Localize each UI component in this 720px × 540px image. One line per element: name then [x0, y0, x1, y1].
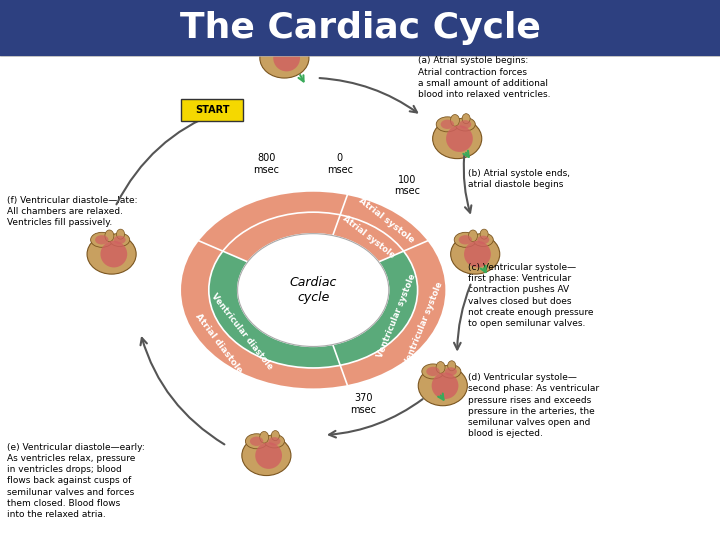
Ellipse shape	[426, 367, 440, 376]
Ellipse shape	[256, 442, 282, 469]
Ellipse shape	[274, 45, 300, 71]
Ellipse shape	[473, 233, 493, 246]
FancyBboxPatch shape	[0, 0, 720, 56]
Ellipse shape	[441, 364, 461, 378]
Ellipse shape	[246, 434, 268, 449]
Ellipse shape	[477, 235, 490, 244]
Ellipse shape	[455, 118, 475, 131]
Text: START: START	[195, 105, 230, 115]
Text: (a) Atrial systole begins:
Atrial contraction forces
a small amount of additiona: (a) Atrial systole begins: Atrial contra…	[418, 56, 550, 99]
Text: Cardiac
cycle: Cardiac cycle	[289, 276, 337, 304]
Ellipse shape	[433, 119, 482, 159]
Ellipse shape	[264, 36, 286, 51]
Ellipse shape	[271, 430, 279, 441]
Text: Ventricular diastole: Ventricular diastole	[210, 292, 275, 371]
Text: 370
msec: 370 msec	[351, 393, 377, 415]
Ellipse shape	[418, 366, 467, 406]
Ellipse shape	[446, 125, 473, 152]
Ellipse shape	[459, 120, 472, 129]
Text: (e) Ventricular diastole—early:
As ventricles relax, pressure
in ventricles drop: (e) Ventricular diastole—early: As ventr…	[7, 443, 145, 519]
Text: (d) Ventricular systole—
second phase: As ventricular
pressure rises and exceeds: (d) Ventricular systole— second phase: A…	[468, 373, 599, 438]
Ellipse shape	[287, 39, 299, 48]
Ellipse shape	[260, 38, 309, 78]
Ellipse shape	[91, 232, 113, 247]
Wedge shape	[333, 251, 418, 365]
Text: Ventricular systole: Ventricular systole	[402, 280, 444, 367]
Ellipse shape	[451, 114, 459, 126]
Wedge shape	[222, 212, 341, 262]
Ellipse shape	[445, 367, 457, 376]
Ellipse shape	[268, 39, 282, 49]
Text: The Cardiac Cycle: The Cardiac Cycle	[179, 11, 541, 45]
Ellipse shape	[454, 232, 477, 247]
Ellipse shape	[289, 33, 297, 43]
Ellipse shape	[448, 361, 456, 371]
Ellipse shape	[117, 229, 125, 239]
Ellipse shape	[105, 230, 114, 241]
Text: 0
msec: 0 msec	[327, 153, 353, 174]
Text: Ventricular systole: Ventricular systole	[376, 272, 418, 359]
Ellipse shape	[109, 233, 130, 246]
Ellipse shape	[464, 241, 491, 267]
Ellipse shape	[451, 234, 500, 274]
Text: (c) Ventricular systole—
first phase: Ventricular
contraction pushes AV
valves c: (c) Ventricular systole— first phase: Ve…	[468, 263, 593, 328]
Ellipse shape	[269, 437, 281, 445]
Ellipse shape	[436, 362, 445, 373]
Ellipse shape	[242, 436, 291, 476]
Ellipse shape	[480, 229, 488, 239]
Wedge shape	[180, 191, 446, 389]
Ellipse shape	[264, 435, 284, 448]
Ellipse shape	[114, 235, 126, 244]
Ellipse shape	[422, 364, 444, 379]
Text: (b) Atrial systole ends,
atrial diastole begins: (b) Atrial systole ends, atrial diastole…	[468, 169, 570, 190]
Text: Atrial diastole: Atrial diastole	[193, 312, 243, 375]
Ellipse shape	[459, 235, 472, 245]
Ellipse shape	[278, 34, 287, 45]
Circle shape	[238, 234, 389, 347]
Text: Atrial systole: Atrial systole	[341, 214, 396, 260]
Ellipse shape	[469, 230, 477, 241]
Ellipse shape	[250, 436, 264, 446]
FancyBboxPatch shape	[181, 99, 243, 122]
Wedge shape	[209, 251, 341, 368]
Ellipse shape	[95, 235, 109, 245]
Ellipse shape	[282, 37, 302, 50]
Wedge shape	[333, 215, 404, 262]
Ellipse shape	[441, 120, 454, 129]
Text: 800
msec: 800 msec	[253, 153, 279, 174]
Text: 100
msec: 100 msec	[394, 174, 420, 196]
Ellipse shape	[101, 241, 127, 267]
Ellipse shape	[432, 373, 459, 399]
Ellipse shape	[260, 431, 269, 443]
Ellipse shape	[462, 113, 470, 124]
Ellipse shape	[436, 117, 459, 132]
Ellipse shape	[87, 234, 136, 274]
Text: Atrial systole: Atrial systole	[357, 196, 416, 245]
Text: (f) Ventricular diastole—late:
All chambers are relaxed.
Ventricles fill passive: (f) Ventricular diastole—late: All chamb…	[7, 196, 138, 227]
